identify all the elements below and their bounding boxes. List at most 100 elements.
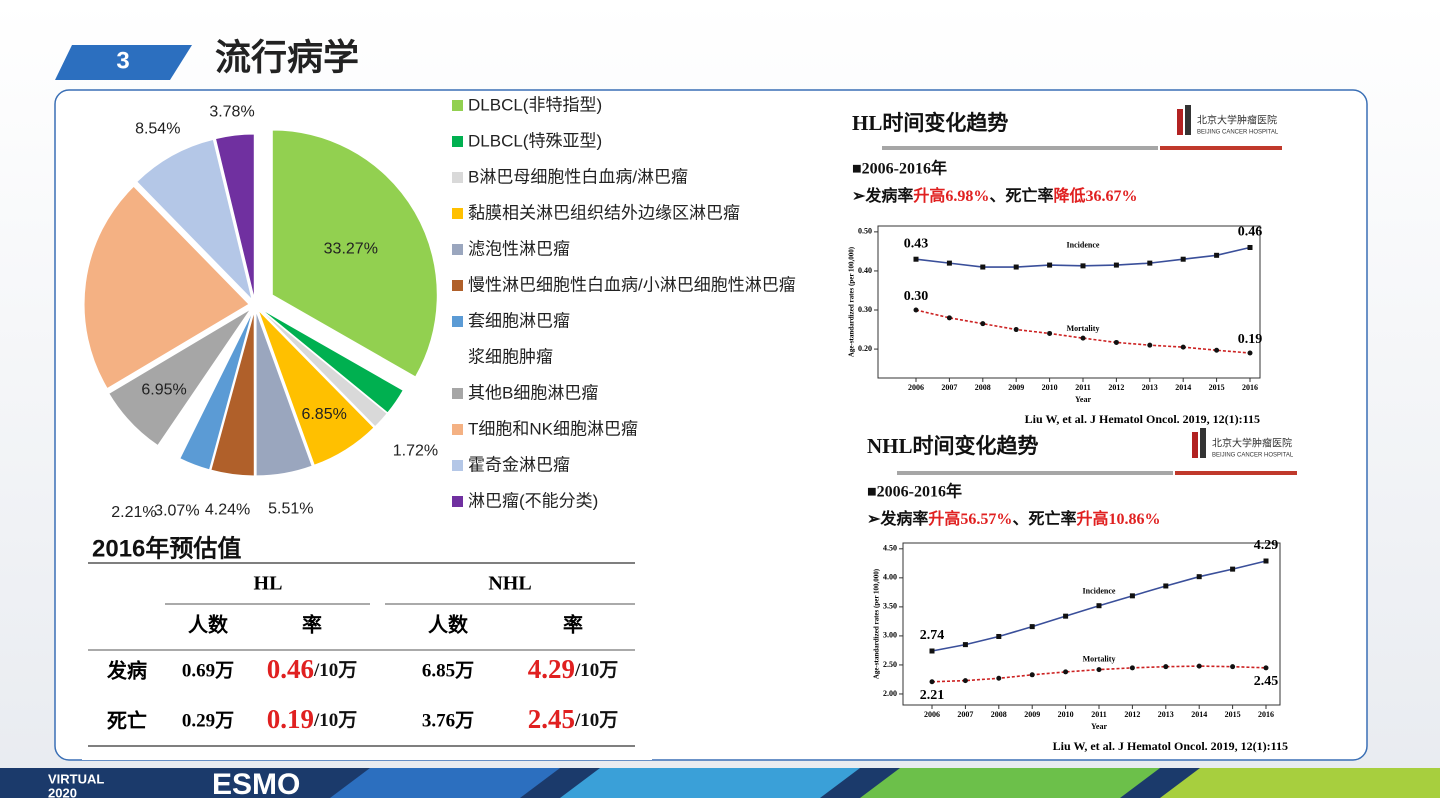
point (1214, 347, 1220, 353)
slide-title: 流行病学 (215, 37, 359, 78)
summary-part: 升高56.57% (928, 509, 1012, 528)
point (1196, 663, 1202, 669)
pie-label: 8.54% (135, 121, 180, 138)
pie-slice (257, 309, 375, 466)
y-tick-label: 4.50 (883, 544, 897, 553)
series-name: Incidence (1067, 241, 1100, 250)
chart-title: HL时间变化趋势 (852, 111, 1008, 135)
footer-stripe (330, 768, 560, 798)
legend-label: 黏膜相关淋巴组织结外边缘区淋巴瘤 (468, 203, 740, 222)
summary-part: 升高6.98% (913, 186, 989, 205)
point (1214, 252, 1220, 258)
point (1029, 624, 1035, 630)
y-tick-label: 3.00 (883, 631, 897, 640)
summary-part: ➢发病率 (852, 186, 913, 205)
rate-unit: /10万 (313, 710, 357, 731)
value-label: 0.46 (1238, 225, 1263, 240)
count-cell: 0.69万 (182, 660, 234, 681)
legend-swatch (452, 172, 463, 183)
point (1047, 330, 1053, 336)
pie-label: 3.78% (209, 103, 254, 120)
value-label: 0.43 (904, 236, 929, 251)
table-panel (82, 555, 652, 760)
x-tick-label: 2014 (1175, 383, 1191, 392)
column-header: 率 (302, 612, 322, 636)
footer-text: 2020 (48, 785, 77, 798)
x-axis-label: Year (1091, 722, 1107, 731)
legend-swatch (452, 280, 463, 291)
pie-label: 6.85% (301, 406, 346, 423)
point (1180, 256, 1186, 262)
footer-text: VIRTUAL (48, 771, 104, 786)
point (980, 321, 986, 327)
rate-unit: /10万 (313, 660, 357, 681)
point (929, 679, 935, 685)
footer-stripe (560, 768, 860, 798)
section-number: 3 (116, 47, 129, 74)
legend-label: DLBCL(特殊亚型) (468, 131, 602, 150)
point (1063, 613, 1069, 619)
value-label: 0.19 (1238, 332, 1263, 347)
point (1113, 262, 1119, 268)
x-tick-label: 2010 (1042, 383, 1058, 392)
x-tick-label: 2011 (1075, 383, 1091, 392)
section-badge (55, 45, 192, 80)
summary: ➢发病率升高56.57%、死亡率升高10.86% (867, 509, 1160, 528)
summary: ➢发病率升高6.98%、死亡率降低36.67% (852, 186, 1137, 205)
y-axis-label: Age-standardized rates (per 100,000) (848, 246, 856, 357)
y-tick-label: 0.50 (858, 227, 872, 236)
point (1080, 335, 1086, 341)
y-tick-label: 0.30 (858, 305, 872, 314)
summary-part: 降低36.67% (1053, 186, 1137, 205)
row-label: 发病 (106, 658, 147, 682)
point (980, 264, 986, 270)
rate-value: 2.45 (528, 704, 575, 734)
legend-label: DLBCL(非特指型) (468, 95, 602, 114)
count-cell: 6.85万 (422, 660, 474, 681)
column-header: 人数 (188, 612, 229, 636)
y-axis-label: Age-standardized rates (per 100,000) (873, 568, 881, 679)
value-label: 2.45 (1254, 674, 1279, 689)
rate-cell: 2.45/10万 (528, 704, 619, 734)
rate-value: 0.46 (267, 654, 314, 684)
point (946, 315, 952, 321)
rate-cell: 0.19/10万 (267, 704, 358, 734)
x-tick-label: 2011 (1091, 710, 1107, 719)
legend-label: T细胞和NK细胞淋巴瘤 (468, 419, 638, 438)
series-line (915, 309, 1251, 354)
point (1080, 263, 1086, 269)
x-tick-label: 2016 (1242, 383, 1258, 392)
x-tick-label: 2008 (975, 383, 991, 392)
footer-logo: ESMO (212, 768, 300, 798)
group-header: HL (254, 573, 283, 595)
value-label: 2.74 (920, 628, 945, 643)
point (1247, 244, 1253, 250)
point (1129, 593, 1135, 599)
legend-swatch (452, 496, 463, 507)
pie-label: 6.95% (141, 382, 186, 399)
legend-swatch (452, 424, 463, 435)
legend-label: 套细胞淋巴瘤 (468, 311, 570, 330)
legend-label: 淋巴瘤(不能分类) (468, 491, 598, 510)
x-tick-label: 2009 (1008, 383, 1024, 392)
x-tick-label: 2007 (941, 383, 957, 392)
period: ■2006-2016年 (852, 159, 947, 178)
point (1163, 664, 1169, 670)
pie-label: 1.72% (393, 443, 438, 460)
x-tick-label: 2012 (1124, 710, 1140, 719)
column-header: 人数 (428, 612, 469, 636)
y-tick-label: 3.50 (883, 602, 897, 611)
point (962, 642, 968, 648)
point (1047, 262, 1053, 268)
x-tick-label: 2013 (1158, 710, 1174, 719)
point (1029, 672, 1035, 678)
point (913, 256, 919, 262)
rate-value: 4.29 (528, 654, 575, 684)
source: Liu W, et al. J Hematol Oncol. 2019, 12(… (1053, 739, 1288, 753)
summary-part: ➢发病率 (867, 509, 928, 528)
column-header: 率 (563, 612, 583, 636)
point (1147, 260, 1153, 266)
point (1263, 558, 1269, 564)
point (929, 648, 935, 654)
legend-swatch (452, 316, 463, 327)
